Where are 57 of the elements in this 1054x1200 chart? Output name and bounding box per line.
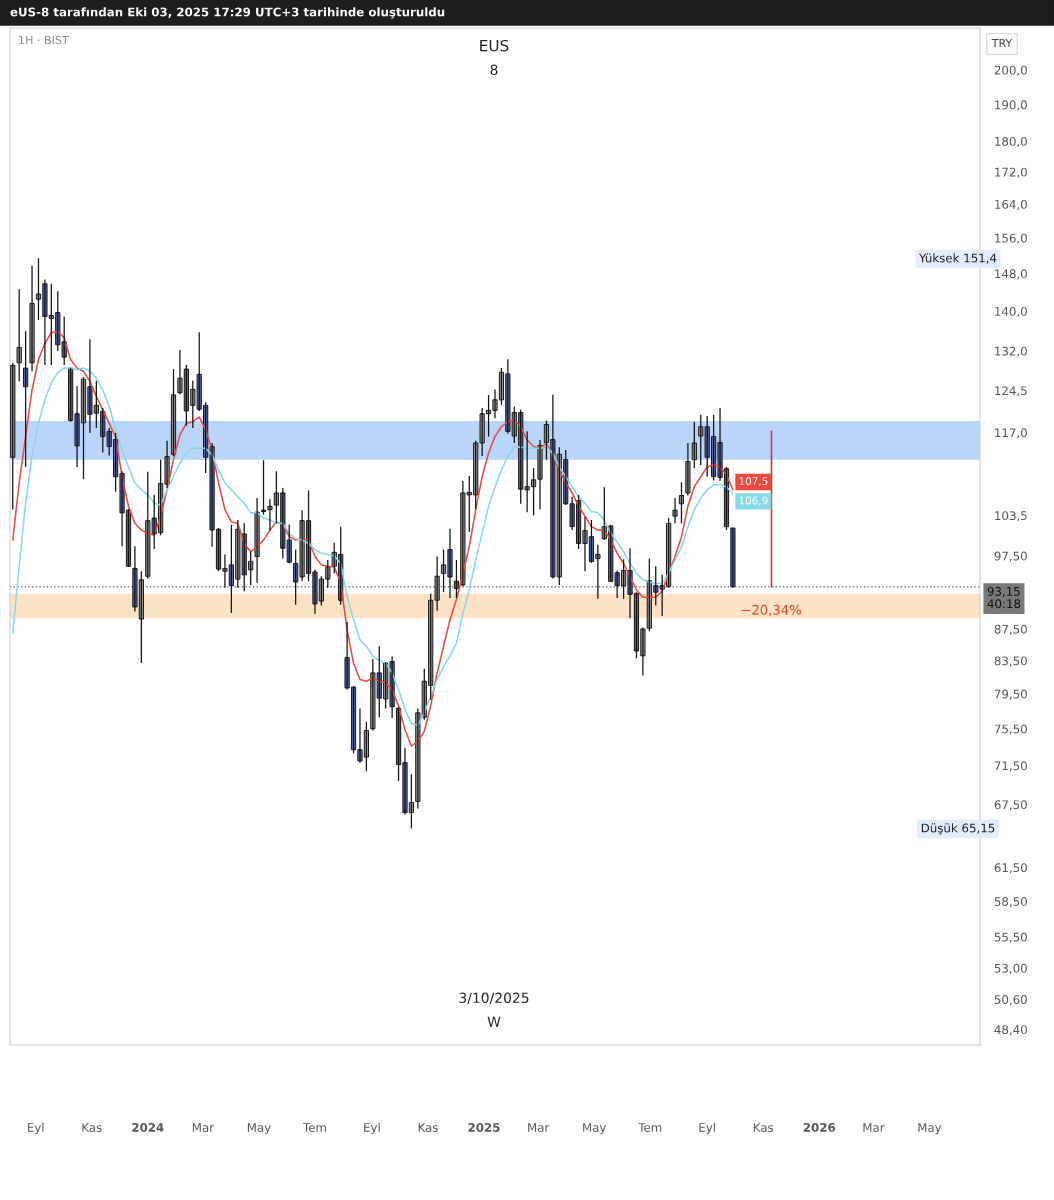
y-tick-label: 148,0 <box>995 269 1027 280</box>
y-tick-label: 50,60 <box>994 995 1027 1006</box>
chart-title: eUS-8 tarafından Eki 03, 2025 17:29 UTC+3 tarihinde oluşturuldu <box>10 7 445 19</box>
x-tick-label: May <box>247 1123 271 1135</box>
x-tick-label: Eyl <box>364 1122 380 1135</box>
x-tick-label: Mar <box>528 1123 550 1132</box>
x-tick-label: Mar <box>863 1123 885 1132</box>
candlestick <box>16 288 22 382</box>
x-tick-label: May <box>583 1123 607 1135</box>
x-tick-label: Mar <box>192 1123 215 1132</box>
y-tick-label: 190,0 <box>995 100 1027 111</box>
annotation: W <box>487 1016 501 1027</box>
y-tick-label: 61,50 <box>994 863 1027 874</box>
y-axis-title: TRY <box>991 38 1013 48</box>
y-tick-label: 58,50 <box>994 897 1027 908</box>
x-tick-label: Tem <box>638 1123 662 1132</box>
y-tick-label: 83,50 <box>994 656 1027 667</box>
y-tick-label: 124,5 <box>995 386 1027 397</box>
annotation: Yüksek 151,4 <box>918 253 997 264</box>
y-tick-label: 180,0 <box>995 136 1027 148</box>
y-tick-label: 97,50 <box>994 551 1027 562</box>
data-label: 107,5 <box>739 477 768 487</box>
annotation: Düşük 65,15 <box>921 823 995 835</box>
y-tick-label: 48,40 <box>994 1025 1027 1036</box>
y-tick-label: 164,0 <box>995 199 1027 211</box>
y-tick-label: 55,50 <box>994 932 1027 943</box>
x-tick-label: Kas <box>82 1123 102 1132</box>
annotation: −20,34% <box>741 604 801 617</box>
y-tick-label: 79,50 <box>994 689 1027 700</box>
x-tick-label: 2024 <box>132 1122 164 1132</box>
y-tick-label: 87,50 <box>994 624 1027 635</box>
data-label: 106,9 <box>739 496 768 506</box>
x-tick-label: Eyl <box>699 1122 715 1135</box>
y-tick-label: 75,50 <box>994 724 1027 735</box>
candlestick <box>10 362 16 511</box>
annotation: 3/10/2025 <box>459 992 529 1005</box>
x-tick-label: May <box>918 1123 942 1135</box>
y-tick-label: 140,0 <box>995 306 1027 318</box>
x-tick-label: Eyl <box>28 1122 44 1135</box>
y-tick-label: 103,5 <box>995 511 1027 522</box>
ref-line-label: 93,15 40:18 <box>987 586 1021 609</box>
x-tick-label: Kas <box>418 1123 438 1132</box>
y-tick-label: 132,0 <box>995 346 1027 357</box>
y-tick-label: 67,50 <box>994 800 1027 811</box>
x-tick-label: 2025 <box>468 1122 500 1132</box>
x-tick-label: Tem <box>302 1123 326 1132</box>
y-tick-label: 156,0 <box>995 233 1027 244</box>
y-tick-label: 200,0 <box>994 65 1027 76</box>
y-tick-label: 117,0 <box>995 428 1027 439</box>
annotation: 8 <box>490 64 498 76</box>
x-tick-label: Kas <box>753 1123 774 1132</box>
y-tick-label: 71,50 <box>994 761 1027 772</box>
y-tick-label: 53,00 <box>994 963 1027 974</box>
text: 1H · BIST <box>19 35 69 45</box>
annotation: EUS <box>480 39 509 52</box>
y-tick-label: 172,0 <box>995 167 1027 178</box>
x-tick-label: 2026 <box>803 1122 836 1132</box>
